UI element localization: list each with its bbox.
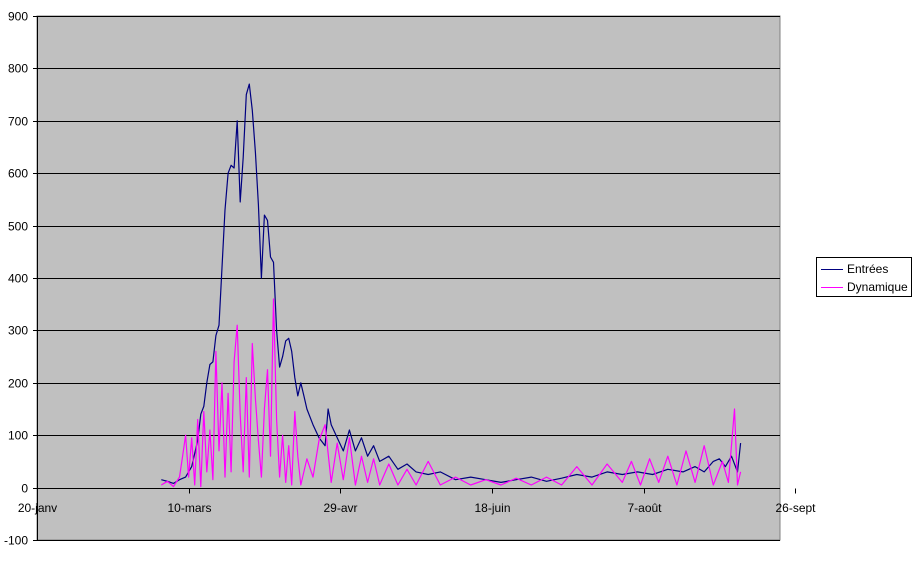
y-tick-label: 800: [8, 62, 28, 76]
x-tick-label: 26-sept: [775, 501, 816, 515]
y-tick-label: 100: [8, 429, 28, 443]
legend-item-entrees: Entrées: [821, 260, 888, 278]
legend-label-entrees: Entrées: [847, 262, 888, 276]
legend-swatch-entrees: [821, 269, 843, 270]
y-tick-label: 600: [8, 167, 28, 181]
legend-swatch-dynamique: [821, 287, 843, 288]
y-tick-label: 500: [8, 220, 28, 234]
x-tick-label: 29-avr: [323, 501, 357, 515]
legend: Entrées Dynamique: [816, 257, 912, 297]
y-tick-label: -100: [4, 534, 28, 548]
x-tick-label: 10-mars: [167, 501, 211, 515]
legend-label-dynamique: Dynamique: [847, 280, 908, 294]
x-tick-label: 20-janv: [18, 501, 57, 515]
y-tick-label: 900: [8, 10, 28, 24]
x-tick-label: 7-août: [627, 501, 662, 515]
y-tick-label: 0: [21, 482, 28, 496]
y-tick-label: 400: [8, 272, 28, 286]
y-tick-label: 300: [8, 324, 28, 338]
legend-item-dynamique: Dynamique: [821, 278, 908, 296]
y-tick-label: 700: [8, 115, 28, 129]
y-axis-tick-labels: -100 0 100 200 300 400 500 600 700 800 900: [4, 10, 28, 548]
y-tick-label: 200: [8, 377, 28, 391]
x-tick-label: 18-juin: [474, 501, 510, 515]
